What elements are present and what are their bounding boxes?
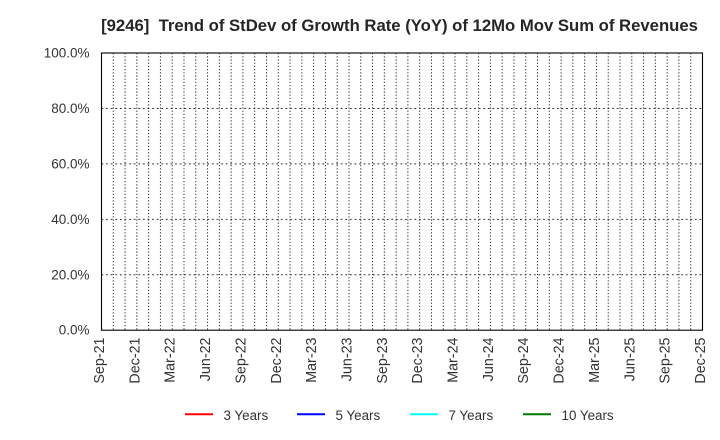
svg-text:40.0%: 40.0% (51, 212, 89, 227)
svg-text:Sep-25: Sep-25 (658, 337, 674, 383)
svg-text:60.0%: 60.0% (51, 156, 89, 171)
svg-text:Dec-22: Dec-22 (269, 337, 285, 383)
svg-text:Sep-21: Sep-21 (92, 337, 108, 383)
svg-text:Sep-24: Sep-24 (516, 337, 532, 383)
svg-text:Mar-25: Mar-25 (587, 337, 603, 382)
svg-text:Mar-22: Mar-22 (163, 337, 179, 382)
svg-text:Dec-25: Dec-25 (693, 337, 709, 383)
svg-text:Mar-24: Mar-24 (446, 337, 462, 382)
svg-text:Sep-22: Sep-22 (233, 337, 249, 383)
svg-text:Mar-23: Mar-23 (304, 337, 320, 382)
svg-text:Jun-23: Jun-23 (339, 337, 355, 381)
svg-text:10 Years: 10 Years (562, 408, 614, 423)
svg-text:100.0%: 100.0% (44, 46, 90, 61)
svg-text:Jun-24: Jun-24 (481, 337, 497, 381)
svg-text:3 Years: 3 Years (224, 408, 269, 423)
svg-text:Dec-24: Dec-24 (552, 337, 568, 383)
svg-text:7 Years: 7 Years (449, 408, 494, 423)
svg-text:Dec-23: Dec-23 (410, 337, 426, 383)
svg-text:80.0%: 80.0% (51, 101, 89, 116)
svg-text:Jun-25: Jun-25 (622, 337, 638, 381)
svg-text:Jun-22: Jun-22 (198, 337, 214, 381)
svg-text:Sep-23: Sep-23 (375, 337, 391, 383)
svg-text:0.0%: 0.0% (59, 323, 90, 338)
svg-text:5 Years: 5 Years (336, 408, 381, 423)
svg-text:[9246] Trend of StDev of Grow: [9246] Trend of StDev of Growth Rate (Yo… (101, 16, 698, 35)
svg-text:20.0%: 20.0% (51, 267, 89, 282)
svg-text:Dec-21: Dec-21 (127, 337, 143, 383)
